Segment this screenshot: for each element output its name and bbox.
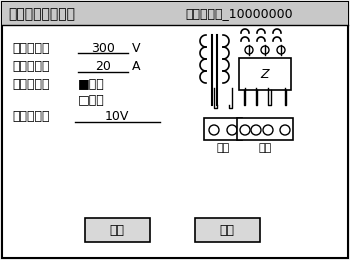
Bar — [195, 218, 260, 242]
Text: ■单相: ■单相 — [78, 79, 105, 92]
Text: 开始: 开始 — [110, 224, 125, 237]
Text: 10V: 10V — [105, 110, 129, 124]
Text: V: V — [132, 42, 140, 55]
Text: A: A — [132, 61, 140, 74]
Circle shape — [280, 125, 290, 135]
Text: 记录方向：: 记录方向： — [12, 79, 49, 92]
Circle shape — [240, 125, 250, 135]
Text: 设备编号：_10000000: 设备编号：_10000000 — [185, 8, 293, 21]
Circle shape — [261, 46, 269, 54]
Text: 输出: 输出 — [258, 143, 272, 153]
Text: Z: Z — [261, 68, 269, 81]
Bar — [85, 218, 150, 242]
Circle shape — [263, 125, 273, 135]
Text: 最大电压：: 最大电压： — [12, 42, 49, 55]
Bar — [239, 58, 291, 90]
Text: 300: 300 — [91, 42, 115, 55]
Bar — [237, 118, 293, 140]
Text: 自动测试参数设置: 自动测试参数设置 — [8, 7, 75, 21]
Text: 输入: 输入 — [216, 143, 230, 153]
Circle shape — [209, 125, 219, 135]
Text: 电压步长：: 电压步长： — [12, 110, 49, 124]
Circle shape — [251, 125, 261, 135]
Bar — [204, 118, 242, 140]
Bar — [2, 2, 348, 25]
Text: 最大电流：: 最大电流： — [12, 61, 49, 74]
Text: □双向: □双向 — [78, 94, 105, 107]
Text: 20: 20 — [95, 61, 111, 74]
Circle shape — [227, 125, 237, 135]
Circle shape — [277, 46, 285, 54]
Text: 退出: 退出 — [219, 224, 234, 237]
Circle shape — [245, 46, 253, 54]
